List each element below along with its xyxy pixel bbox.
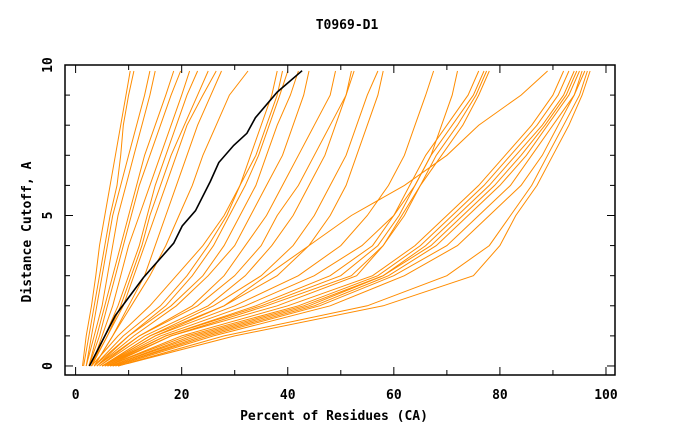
- model-line-D7: [115, 70, 586, 367]
- model-line-A6: [88, 70, 182, 367]
- x-tick-label: 40: [280, 388, 296, 403]
- model-line-A8: [91, 70, 199, 367]
- axes: 0 20 40 60 80 100 0 5 10: [41, 57, 618, 403]
- model-line-B7: [99, 70, 352, 367]
- model-line-B1: [91, 70, 283, 367]
- model-line-B6: [96, 70, 336, 367]
- highlighted-model-line: [88, 70, 303, 367]
- y-axis-label: Distance Cutoff, A: [20, 161, 35, 302]
- y-tick-label: 10: [41, 57, 56, 73]
- model-line-D6: [112, 70, 583, 367]
- y-tick-label: 0: [41, 362, 56, 370]
- model-line-A3: [85, 70, 151, 367]
- x-tick-label: 80: [492, 388, 508, 403]
- x-tick-label: 100: [594, 388, 618, 403]
- model-line-D9: [117, 70, 591, 367]
- model-line-D1: [107, 70, 565, 367]
- x-axis-label: Percent of Residues (CA): [240, 409, 428, 424]
- model-line-A12: [93, 70, 249, 367]
- model-line-C2: [101, 70, 458, 367]
- model-line-B2: [93, 70, 278, 367]
- x-tick-label: 60: [386, 388, 402, 403]
- model-line-A1: [82, 70, 131, 367]
- model-line-B10: [101, 70, 384, 367]
- model-line-D5: [112, 70, 580, 367]
- plot-frame: [64, 64, 616, 376]
- model-line-B9: [101, 70, 379, 367]
- model-line-A2: [83, 70, 135, 367]
- model-line-C5: [104, 70, 488, 367]
- model-line-B3: [93, 70, 289, 367]
- model-line-B4: [96, 70, 299, 367]
- model-line-A10: [91, 70, 217, 367]
- model-line-A4: [85, 70, 156, 367]
- model-line-A9: [91, 70, 209, 367]
- model-line-C7: [101, 70, 548, 367]
- model-line-D8: [117, 70, 588, 367]
- model-line-B8: [99, 70, 355, 367]
- model-line-D4: [109, 70, 578, 367]
- model-line-A7: [91, 70, 191, 367]
- model-line-B5: [96, 70, 310, 367]
- model-line-D3: [109, 70, 575, 367]
- model-line-C3: [101, 70, 480, 367]
- model-line-C6: [107, 70, 490, 367]
- y-tick-label: 5: [41, 212, 56, 220]
- series-lines: [82, 70, 591, 367]
- model-line-D2: [107, 70, 570, 367]
- model-line-C4: [104, 70, 485, 367]
- x-tick-label: 0: [72, 388, 80, 403]
- model-line-A11: [93, 70, 222, 367]
- model-line-C1: [101, 70, 435, 367]
- chart-title: T0969-D1: [316, 18, 379, 33]
- x-tick-label: 20: [174, 388, 190, 403]
- model-line-A5: [88, 70, 175, 367]
